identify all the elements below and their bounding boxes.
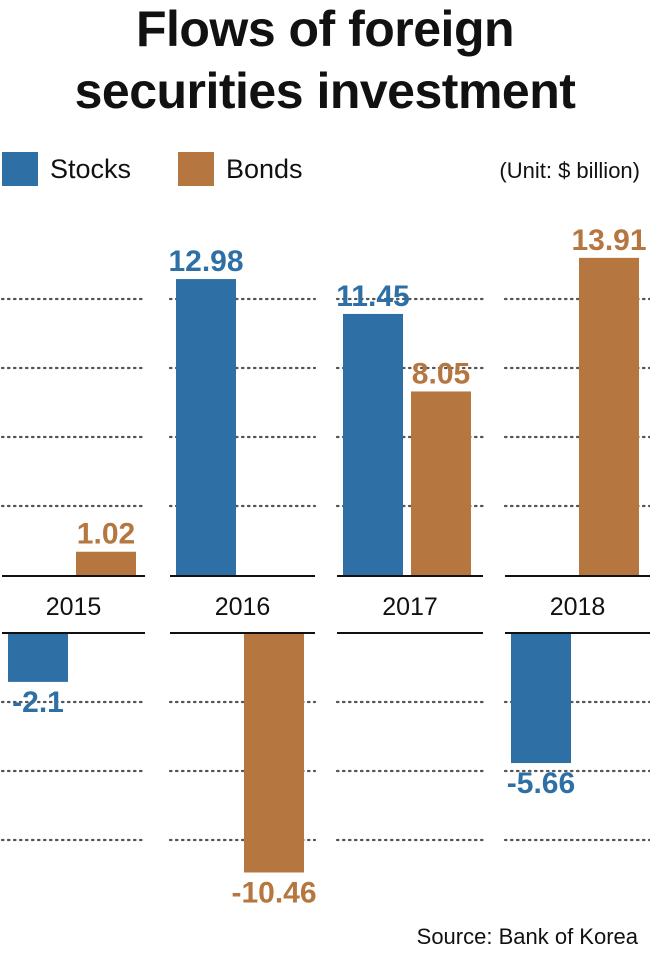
category-label-2016: 2016: [215, 593, 271, 621]
bar-stocks-2017: [343, 313, 403, 575]
data-label-bonds-2017: 8.05: [412, 357, 470, 390]
bar-bonds-2016: [244, 634, 304, 873]
bar-bonds-2017: [411, 391, 471, 575]
category-label-2018: 2018: [550, 593, 606, 621]
category-label-2017: 2017: [382, 593, 438, 621]
legend-label-stocks: Stocks: [50, 153, 132, 184]
data-label-stocks-2017: 11.45: [336, 280, 409, 313]
data-label-stocks-2015: -2.1: [12, 686, 64, 719]
source-note: Source: Bank of Korea: [416, 924, 638, 949]
chart-title-line-2: securities investment: [74, 63, 576, 119]
data-label-bonds-2016: -10.46: [231, 876, 316, 909]
bar-bonds-2015: [76, 551, 136, 575]
legend-item-stocks: Stocks: [2, 152, 131, 186]
data-label-bonds-2015: 1.02: [77, 518, 135, 551]
unit-label: (Unit: $ billion): [499, 158, 640, 183]
bar-stocks-2015: [8, 634, 68, 682]
data-label-stocks-2018: -5.66: [507, 767, 575, 800]
category-label-2015: 2015: [46, 593, 102, 621]
bar-stocks-2018: [511, 634, 571, 764]
chart-title-line-1: Flows of foreign: [135, 1, 515, 57]
legend-item-bonds: Bonds: [178, 152, 303, 186]
data-label-stocks-2016: 12.98: [168, 245, 243, 278]
data-label-bonds-2018: 13.91: [571, 224, 646, 257]
bar-bonds-2018: [579, 257, 639, 575]
legend-swatch-bonds: [178, 152, 214, 186]
legend-label-bonds: Bonds: [226, 153, 303, 184]
legend-swatch-stocks: [2, 152, 38, 186]
bar-stocks-2016: [176, 279, 236, 575]
